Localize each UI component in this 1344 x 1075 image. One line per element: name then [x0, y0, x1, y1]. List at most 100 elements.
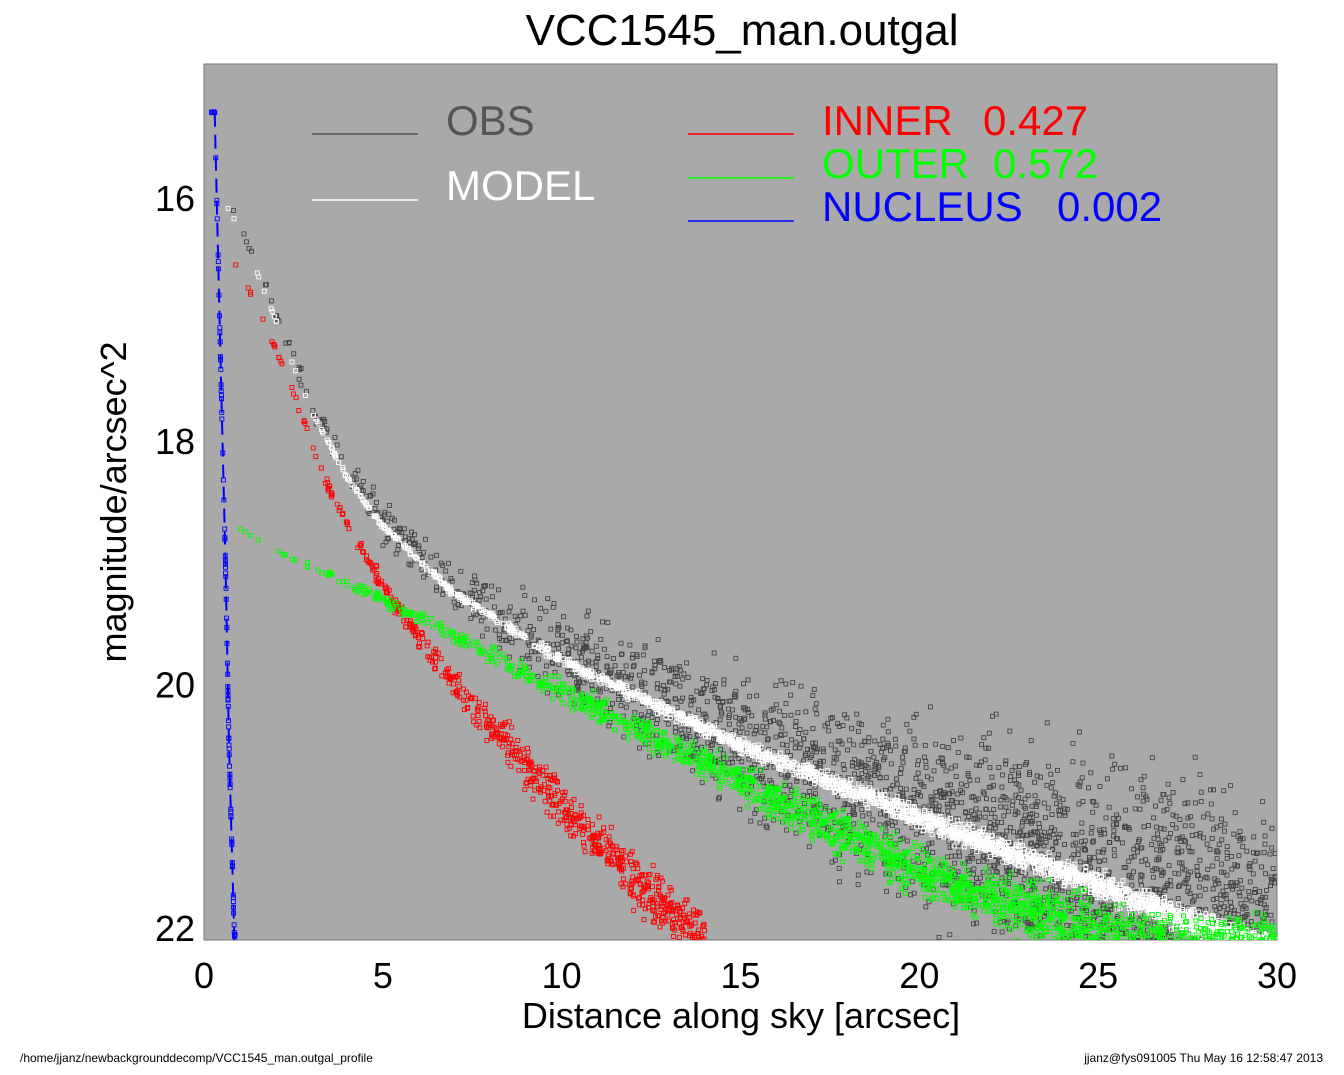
data-point: [1164, 970, 1168, 974]
data-point: [658, 658, 664, 663]
data-point: [963, 809, 969, 815]
data-point: [528, 634, 534, 640]
data-point: [1163, 965, 1167, 969]
data-point: [1073, 832, 1079, 838]
data-point: [1264, 950, 1268, 954]
data-point: [1139, 873, 1145, 879]
data-point: [698, 691, 704, 697]
data-point: [1231, 944, 1235, 948]
data-point: [1247, 946, 1251, 950]
data-point: [966, 813, 972, 819]
data-point: [951, 738, 957, 744]
data-point: [747, 693, 753, 699]
data-point: [1186, 844, 1192, 850]
data-point: [1269, 996, 1273, 1000]
data-point: [1215, 942, 1219, 946]
data-point: [600, 619, 605, 625]
data-point: [1191, 1015, 1195, 1019]
data-point: [526, 656, 532, 662]
data-point: [1201, 1031, 1205, 1035]
data-point: [1126, 858, 1132, 864]
data-point: [1111, 828, 1117, 834]
data-point: [1152, 866, 1158, 872]
data-point: [1267, 951, 1271, 955]
data-point: [1252, 858, 1258, 864]
data-point: [1162, 887, 1168, 893]
data-point: [1257, 943, 1261, 947]
data-point: [1260, 939, 1266, 940]
data-point: [1262, 841, 1268, 847]
data-point: [850, 806, 856, 812]
data-point: [1045, 805, 1051, 811]
data-point: [1174, 836, 1180, 842]
data-point: [1097, 784, 1103, 789]
data-point: [1077, 859, 1083, 865]
data-point: [631, 662, 637, 668]
data-point: [1234, 880, 1240, 886]
data-point: [991, 928, 997, 934]
data-point: [946, 791, 952, 797]
data-point: [885, 716, 891, 722]
data-point: [268, 298, 274, 304]
data-point: [537, 616, 543, 622]
data-point: [1271, 941, 1275, 945]
data-point: [1158, 1037, 1162, 1041]
data-point: [981, 791, 987, 797]
data-point: [1100, 849, 1106, 855]
data-point: [1149, 842, 1155, 848]
data-point: [1123, 807, 1129, 813]
data-point: [1163, 837, 1169, 843]
data-point: [793, 724, 799, 729]
data-point: [1242, 946, 1246, 950]
data-point: [1240, 836, 1246, 842]
data-point: [821, 749, 826, 755]
data-point: [647, 754, 653, 760]
data-point: [763, 823, 769, 829]
data-point: [1255, 850, 1261, 856]
data-point: [914, 831, 920, 837]
data-point: [712, 694, 718, 700]
data-point: [1171, 969, 1175, 973]
data-point: [852, 757, 858, 763]
data-point: [672, 674, 678, 680]
data-point: [654, 716, 660, 722]
data-point: [868, 780, 874, 786]
data-point: [1179, 848, 1185, 854]
data-point: [1231, 831, 1237, 837]
data-point: [1210, 1037, 1214, 1041]
data-point: [834, 756, 839, 762]
data-point: [535, 637, 541, 643]
data-point: [936, 934, 942, 940]
data-point: [355, 467, 361, 473]
data-point: [1167, 878, 1173, 884]
data-point: [1134, 794, 1140, 800]
data-point: [1254, 948, 1258, 952]
data-point: [864, 775, 870, 781]
data-point: [1176, 967, 1180, 971]
data-point: [1211, 787, 1216, 793]
data-point: [509, 640, 515, 645]
data-point: [1216, 906, 1222, 911]
data-point: [811, 686, 817, 692]
data-point: [577, 650, 583, 656]
data-point: [1156, 979, 1160, 983]
data-point: [1257, 947, 1261, 951]
data-point: [1269, 825, 1275, 831]
data-point: [1252, 991, 1256, 995]
data-point: [704, 678, 710, 683]
data-point: [1123, 825, 1129, 830]
data-point: [1178, 838, 1184, 844]
data-point: [1269, 942, 1273, 946]
data-point: [1090, 798, 1096, 804]
data-point: [686, 727, 692, 733]
data-point: [383, 539, 389, 545]
data-point: [790, 680, 796, 686]
data-point: [894, 776, 899, 782]
data-point: [733, 714, 739, 720]
data-point: [1119, 963, 1123, 967]
data-point: [773, 702, 779, 708]
data-point: [1256, 1003, 1260, 1007]
data-point: [1236, 950, 1240, 954]
data-point: [1182, 801, 1188, 807]
data-point: [987, 824, 993, 830]
